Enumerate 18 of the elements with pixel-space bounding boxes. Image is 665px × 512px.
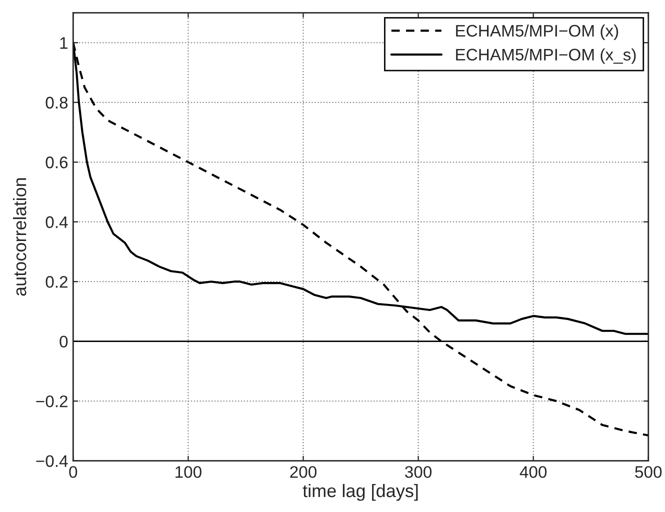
x-tick-label: 100 bbox=[176, 466, 202, 478]
legend-label: ECHAM5/MPI−OM (x_s) bbox=[456, 48, 636, 64]
y-tick-label: 0.2 bbox=[46, 276, 68, 288]
y-tick-label: −0.4 bbox=[36, 455, 68, 468]
y-axis-title: autocorrelation bbox=[13, 178, 26, 296]
y-tick-label: 1 bbox=[60, 37, 68, 49]
y-tick-label: 0.6 bbox=[46, 156, 68, 168]
legend-label: ECHAM5/MPI−OM (x) bbox=[456, 24, 618, 40]
x-tick-label: 300 bbox=[405, 466, 432, 478]
y-tick-label: 0.4 bbox=[46, 216, 68, 228]
x-axis-title: time lag [days] bbox=[302, 484, 418, 501]
x-tick-label: 0 bbox=[69, 466, 78, 478]
y-tick-label: −0.2 bbox=[36, 395, 68, 408]
x-tick-label: 500 bbox=[635, 466, 662, 478]
y-tick-label: 0 bbox=[60, 336, 68, 348]
y-tick-label: 0.8 bbox=[46, 96, 68, 109]
x-tick-label: 200 bbox=[290, 466, 316, 478]
x-tick-label: 400 bbox=[520, 466, 547, 478]
